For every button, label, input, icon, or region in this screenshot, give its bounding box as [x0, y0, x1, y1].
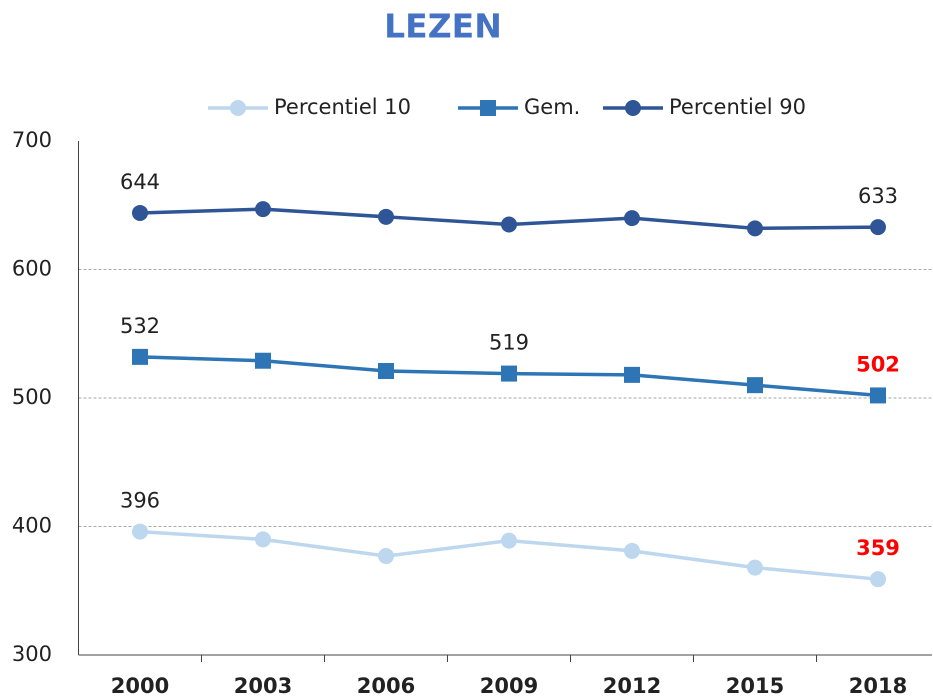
legend-marker: [480, 100, 496, 116]
legend-marker: [625, 100, 641, 116]
data-point: [378, 363, 394, 380]
data-point: [132, 523, 148, 540]
x-tick-label: 2018: [849, 674, 907, 698]
legend-label: Percentiel 90: [669, 95, 806, 119]
y-tick-label: 400: [12, 514, 52, 538]
data-point: [255, 352, 271, 369]
data-label: 532: [120, 314, 160, 338]
data-label: 502: [856, 352, 900, 376]
data-point: [747, 220, 763, 237]
data-label: 359: [856, 536, 900, 560]
data-label: 519: [489, 331, 529, 355]
x-tick-label: 2009: [480, 674, 538, 698]
data-point: [624, 366, 640, 383]
legend-label: Gem.: [524, 95, 580, 119]
y-tick-label: 700: [12, 128, 52, 152]
x-tick-label: 2003: [234, 674, 292, 698]
data-point: [255, 531, 271, 548]
data-point: [378, 208, 394, 225]
x-tick-label: 2015: [726, 674, 784, 698]
data-point: [870, 387, 886, 404]
data-point: [624, 210, 640, 227]
data-point: [255, 201, 271, 218]
y-tick-label: 500: [12, 385, 52, 409]
data-point: [378, 548, 394, 565]
data-point: [747, 377, 763, 394]
data-point: [501, 216, 517, 233]
data-point: [132, 204, 148, 221]
data-label: 633: [858, 184, 898, 208]
y-tick-label: 600: [12, 257, 52, 281]
data-label: 396: [120, 489, 160, 513]
data-point: [747, 559, 763, 576]
y-tick-label: 300: [12, 642, 52, 666]
data-label: 644: [120, 170, 160, 194]
x-tick-label: 2012: [603, 674, 661, 698]
data-point: [501, 532, 517, 549]
x-tick-label: 2006: [357, 674, 415, 698]
chart-title: LEZEN: [384, 7, 502, 46]
data-point: [132, 348, 148, 365]
legend-marker: [230, 100, 246, 116]
x-tick-label: 2000: [111, 674, 169, 698]
data-point: [624, 542, 640, 559]
data-point: [870, 219, 886, 236]
legend-label: Percentiel 10: [274, 95, 411, 119]
data-point: [501, 365, 517, 382]
data-point: [870, 571, 886, 588]
